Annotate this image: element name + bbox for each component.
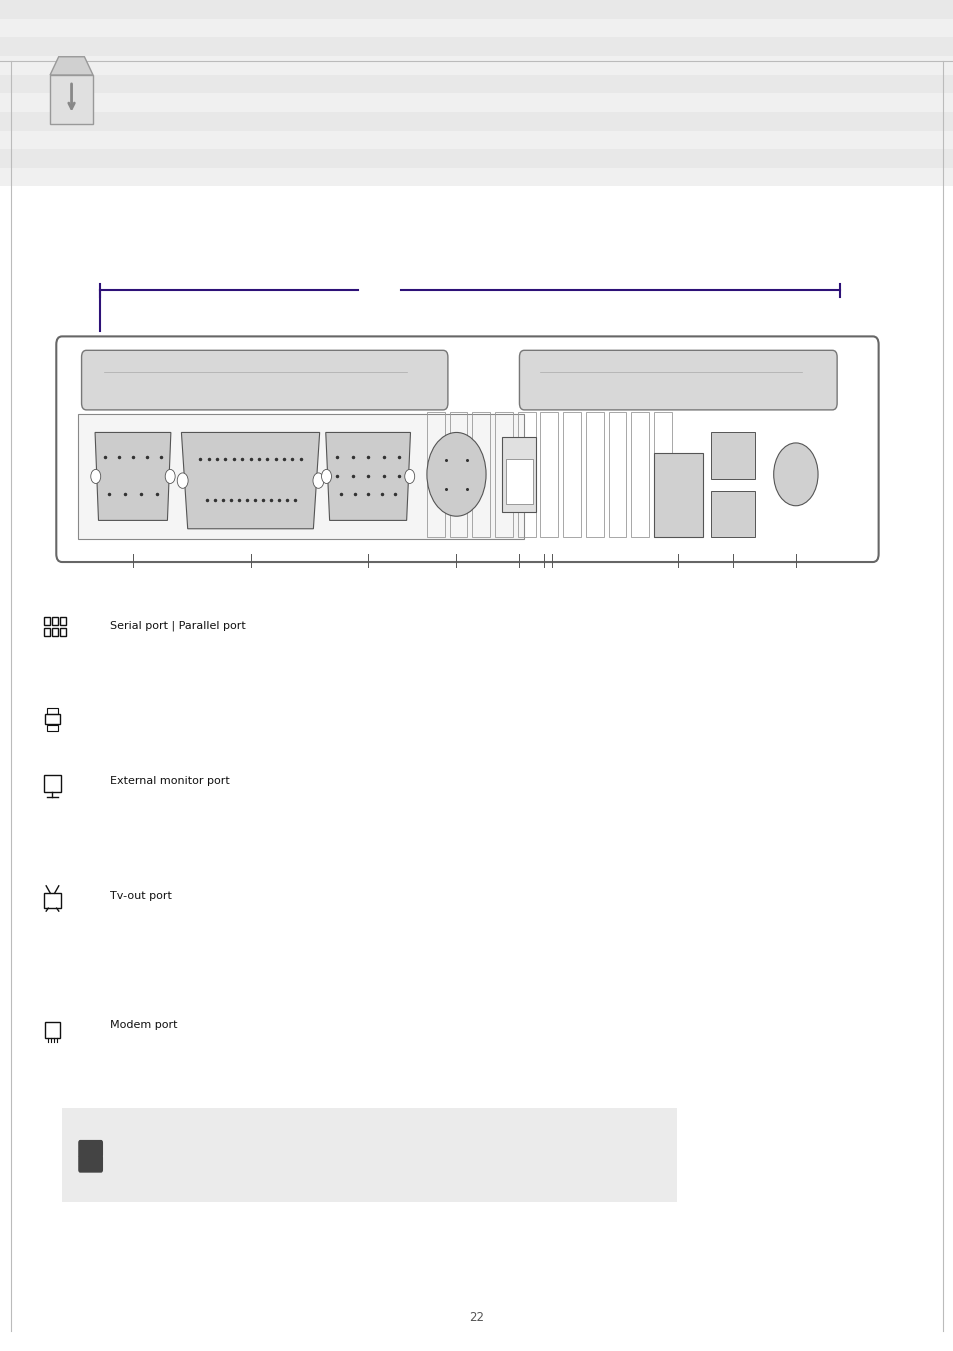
Bar	[60, 628, 66, 636]
Bar	[427, 412, 444, 538]
Polygon shape	[95, 432, 171, 520]
Bar	[48, 708, 57, 715]
Bar	[0, 168, 953, 186]
Bar	[0, 0, 953, 19]
Bar	[48, 724, 57, 731]
Polygon shape	[50, 74, 92, 123]
Bar	[44, 628, 50, 636]
Bar	[0, 149, 953, 168]
Bar	[0, 19, 953, 38]
Circle shape	[321, 469, 331, 484]
Polygon shape	[181, 432, 319, 528]
Polygon shape	[50, 57, 92, 74]
Bar	[710, 492, 755, 538]
Bar	[0, 112, 953, 131]
Circle shape	[404, 469, 415, 484]
Bar	[62, 1108, 677, 1202]
Circle shape	[427, 432, 486, 516]
Text: Serial port | Parallel port: Serial port | Parallel port	[110, 621, 245, 631]
FancyBboxPatch shape	[78, 1155, 103, 1173]
FancyBboxPatch shape	[518, 350, 837, 409]
Text: External monitor port: External monitor port	[110, 777, 230, 786]
Bar	[502, 436, 536, 512]
Bar	[0, 131, 953, 149]
Circle shape	[177, 473, 188, 488]
Bar	[52, 628, 58, 636]
Circle shape	[313, 473, 323, 488]
Bar	[562, 412, 580, 538]
Bar	[608, 412, 626, 538]
Bar	[0, 93, 953, 112]
Bar	[52, 617, 58, 626]
Bar	[539, 412, 558, 538]
Circle shape	[165, 469, 175, 484]
Bar	[653, 412, 671, 538]
Bar	[505, 459, 533, 504]
Bar	[585, 412, 603, 538]
Circle shape	[91, 469, 101, 484]
Bar	[710, 432, 755, 478]
Bar	[0, 55, 953, 74]
FancyBboxPatch shape	[81, 350, 448, 409]
FancyBboxPatch shape	[56, 336, 878, 562]
Bar	[631, 412, 648, 538]
Bar	[44, 893, 61, 908]
Bar	[45, 713, 60, 724]
Polygon shape	[325, 432, 410, 520]
Bar	[44, 617, 50, 626]
Bar	[44, 775, 61, 792]
Bar	[0, 74, 953, 93]
Bar	[45, 1021, 60, 1038]
FancyBboxPatch shape	[78, 1140, 103, 1158]
Bar	[495, 412, 513, 538]
Text: Modem port: Modem port	[110, 1020, 177, 1029]
Bar	[60, 617, 66, 626]
Bar	[517, 412, 535, 538]
Bar	[653, 454, 701, 538]
Circle shape	[773, 443, 818, 505]
Bar	[0, 38, 953, 55]
Text: 22: 22	[469, 1310, 484, 1324]
Bar	[472, 412, 490, 538]
Text: Tv-out port: Tv-out port	[110, 892, 172, 901]
Bar	[449, 412, 467, 538]
Bar	[78, 413, 524, 539]
